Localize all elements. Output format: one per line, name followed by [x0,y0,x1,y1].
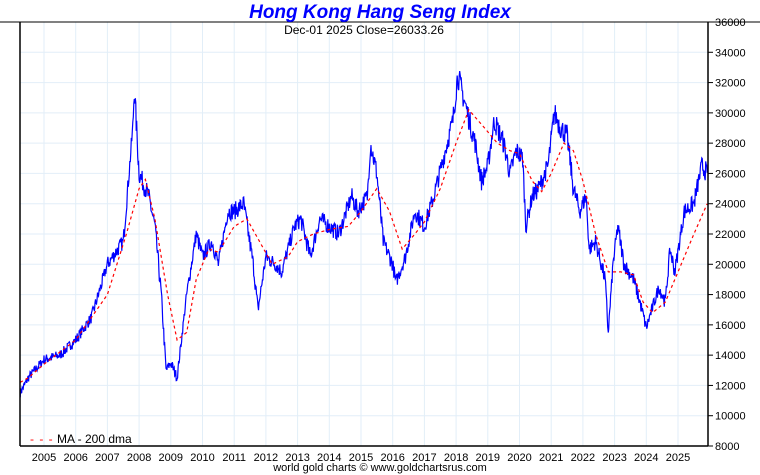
x-tick-label: 2020 [507,452,531,464]
y-tick-label: 36000 [715,17,746,29]
x-tick-label: 2011 [222,452,246,464]
x-tick-label: 2022 [571,452,595,464]
y-tick-label: 30000 [715,108,746,120]
gridlines [20,21,708,447]
y-tick-label: 10000 [715,411,746,423]
x-tick-label: 2008 [127,452,151,464]
y-axis-ticks: 8000 10000 12000 14000 16000 18000 20000 22000 2… [708,17,746,453]
y-tick-label: 28000 [715,138,746,150]
x-tick-label: 2024 [634,452,658,464]
x-tick-label: 2017 [412,452,436,464]
x-tick-label: 2018 [444,452,468,464]
x-tick-label: 2014 [317,452,341,464]
x-tick-label: 2025 [666,452,690,464]
y-tick-label: 14000 [715,350,746,362]
x-tick-label: 2010 [190,452,214,464]
y-tick-label: 8000 [715,441,739,453]
axes [0,21,760,447]
x-tick-label: 2023 [602,452,626,464]
x-tick-label: 2009 [159,452,183,464]
x-tick-label: 2015 [349,452,373,464]
x-tick-label: 2012 [254,452,278,464]
chart-subtitle: Dec-01 2025 Close=26033.26 [284,23,444,37]
y-tick-label: 20000 [715,259,746,271]
legend: - - - MA - 200 dma [30,432,132,446]
x-tick-label: 2019 [476,452,500,464]
y-tick-label: 26000 [715,168,746,180]
chart-title: Hong Kong Hang Seng Index [249,2,511,23]
y-tick-label: 18000 [715,290,746,302]
x-tick-label: 2006 [63,452,87,464]
x-tick-label: 2005 [32,452,56,464]
legend-ma-label: MA - 200 dma [57,432,132,446]
x-tick-label: 2007 [95,452,119,464]
series-group [19,71,708,398]
y-tick-label: 16000 [715,320,746,332]
footer-credit: world gold charts © www.goldchartsrus.co… [273,462,487,474]
y-tick-label: 24000 [715,199,746,211]
x-tick-label: 2021 [539,452,563,464]
x-tick-label: 2013 [285,452,309,464]
y-tick-label: 12000 [715,380,746,392]
y-tick-label: 32000 [715,78,746,90]
x-tick-label: 2016 [380,452,404,464]
legend-ma-swatch: - - - [30,432,54,446]
series-ma-200-line [19,108,708,383]
x-axis-ticks: 2005 2006 2007 2008 2009 2010 2011 2012 2013 2014… [32,452,690,464]
y-tick-label: 34000 [715,47,746,59]
series-hang-seng-line [19,71,708,398]
y-tick-label: 22000 [715,229,746,241]
